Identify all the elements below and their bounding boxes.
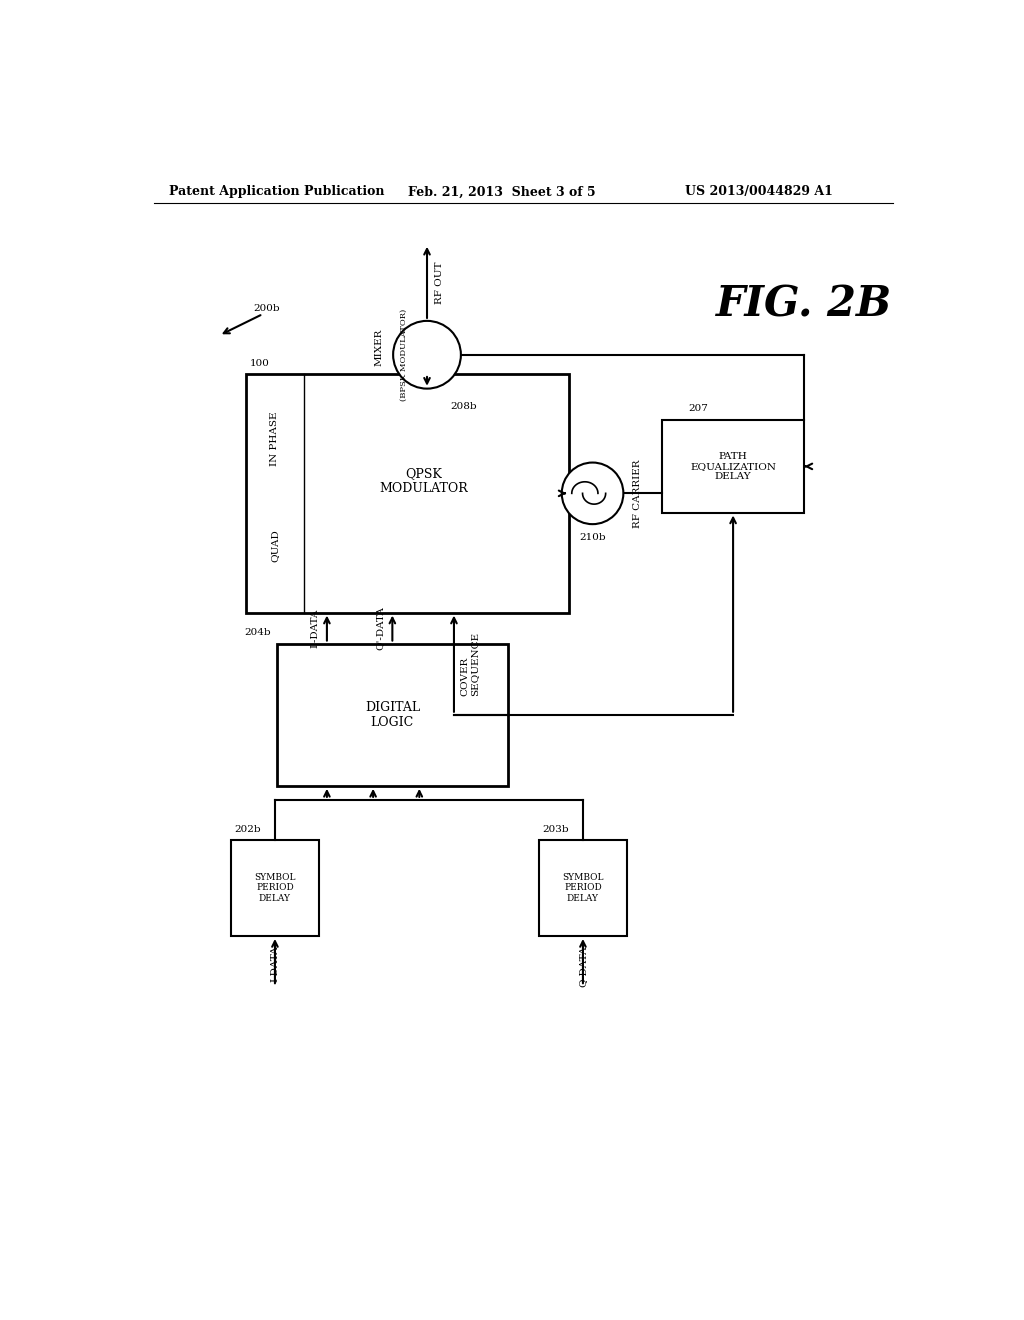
Bar: [662, 420, 804, 512]
Text: SYMBOL
PERIOD
DELAY: SYMBOL PERIOD DELAY: [562, 873, 604, 903]
Text: Q'-DATA: Q'-DATA: [376, 606, 385, 649]
Text: US 2013/0044829 A1: US 2013/0044829 A1: [685, 185, 833, 198]
Text: RF CARRIER: RF CARRIER: [633, 459, 642, 528]
Text: I-DATA: I-DATA: [270, 945, 280, 982]
Bar: [539, 840, 628, 936]
Text: 210b: 210b: [580, 533, 606, 543]
Text: Patent Application Publication: Patent Application Publication: [169, 185, 385, 198]
Text: (BPSK MODULATOR): (BPSK MODULATOR): [400, 309, 408, 401]
Text: 208b: 208b: [451, 403, 477, 412]
Text: QPSK
MODULATOR: QPSK MODULATOR: [379, 467, 468, 495]
Bar: [276, 644, 508, 785]
Text: 200b: 200b: [254, 304, 281, 313]
Bar: [246, 374, 569, 612]
Text: Q-DATA: Q-DATA: [579, 945, 588, 987]
Text: QUAD: QUAD: [270, 529, 280, 562]
Text: 202b: 202b: [234, 825, 261, 834]
Text: 100: 100: [250, 359, 269, 368]
Text: Feb. 21, 2013  Sheet 3 of 5: Feb. 21, 2013 Sheet 3 of 5: [408, 185, 595, 198]
Text: I'-DATA: I'-DATA: [310, 609, 319, 648]
Text: IN PHASE: IN PHASE: [270, 412, 280, 466]
Text: 203b: 203b: [543, 825, 569, 834]
Text: SYMBOL
PERIOD
DELAY: SYMBOL PERIOD DELAY: [254, 873, 296, 903]
Text: 207: 207: [689, 404, 709, 413]
Text: 204b: 204b: [244, 628, 270, 638]
Bar: [230, 840, 319, 936]
Text: COVER
SEQUENCE: COVER SEQUENCE: [460, 632, 479, 696]
Text: FIG. 2B: FIG. 2B: [716, 284, 892, 326]
Circle shape: [393, 321, 461, 388]
Text: RF OUT: RF OUT: [435, 261, 443, 304]
Text: PATH
EQUALIZATION
DELAY: PATH EQUALIZATION DELAY: [690, 451, 776, 482]
Text: MIXER: MIXER: [375, 329, 384, 366]
Text: DIGITAL
LOGIC: DIGITAL LOGIC: [365, 701, 420, 729]
Circle shape: [562, 462, 624, 524]
